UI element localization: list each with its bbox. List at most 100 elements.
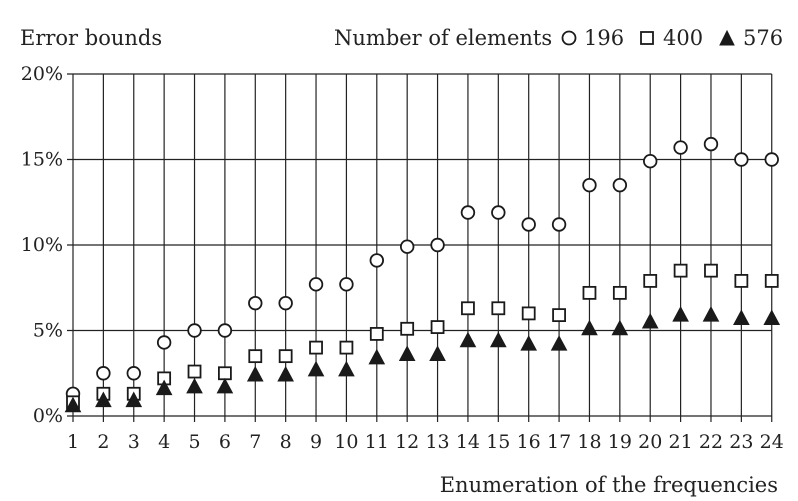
point-400-10 [339, 340, 354, 355]
point-196-9 [308, 277, 324, 292]
point-196-8 [278, 295, 293, 311]
y-tick-label: 20% [21, 63, 63, 85]
point-576-19 [611, 319, 629, 336]
point-400-12 [400, 321, 415, 336]
point-400-21 [673, 263, 688, 278]
x-tick-label: 20 [638, 431, 662, 453]
point-576-5 [186, 377, 203, 394]
y-axis-title: Error bounds [20, 26, 162, 50]
legend-marker-196 [561, 30, 577, 46]
x-tick-label: 3 [128, 431, 140, 453]
point-400-18 [582, 285, 597, 300]
point-196-6 [217, 323, 233, 338]
point-576-7 [246, 365, 264, 382]
x-tick-label: 11 [365, 431, 389, 453]
point-400-17 [552, 308, 566, 323]
point-400-7 [248, 349, 263, 364]
x-tick-label: 5 [188, 431, 200, 453]
legend-label-400: 400 [663, 26, 703, 50]
x-tick-label: 2 [97, 431, 109, 453]
x-tick-labels: 1 2 3 4 5 6 7 8 9 10 11 12 13 14 15 16 17 18 19 20 21 22 23 24 [67, 431, 784, 453]
point-400-9 [309, 340, 323, 355]
point-576-17 [550, 335, 568, 351]
point-400-11 [369, 327, 384, 341]
x-tick-label: 13 [425, 431, 449, 453]
point-576-16 [520, 335, 538, 351]
point-400-13 [430, 320, 445, 334]
x-tick-label: 16 [517, 431, 541, 453]
point-196-13 [430, 237, 445, 253]
point-400-5 [187, 364, 202, 379]
x-tick-label: 9 [310, 431, 322, 453]
legend-label-576: 576 [743, 26, 783, 50]
point-400-15 [491, 301, 506, 316]
x-tick-label: 21 [669, 431, 693, 453]
x-tick-label: 18 [577, 431, 601, 453]
point-196-11 [369, 253, 385, 268]
x-tick-label: 1 [67, 431, 79, 453]
point-576-23 [733, 309, 750, 326]
point-196-19 [612, 177, 628, 193]
point-576-1 [64, 396, 82, 413]
point-400-19 [612, 285, 627, 300]
point-400-22 [704, 263, 718, 278]
point-196-17 [551, 217, 567, 232]
point-196-16 [521, 217, 536, 232]
point-576-14 [459, 331, 477, 348]
point-400-8 [278, 349, 293, 364]
point-576-2 [95, 391, 112, 408]
point-196-3 [126, 366, 141, 381]
point-400-6 [217, 366, 232, 381]
legend-title: Number of elements [334, 26, 552, 50]
point-400-14 [461, 301, 475, 316]
point-576-21 [672, 306, 689, 322]
point-576-20 [641, 312, 659, 329]
x-tick-label: 23 [729, 431, 753, 453]
x-tick-label: 14 [456, 431, 480, 453]
point-196-12 [399, 239, 415, 254]
point-576-18 [581, 319, 598, 336]
x-tick-label: 4 [158, 431, 170, 453]
point-400-24 [764, 274, 779, 288]
point-576-12 [398, 345, 416, 361]
y-tick-label: 15% [21, 149, 63, 171]
point-576-13 [429, 345, 446, 361]
x-tick-label: 8 [280, 431, 292, 453]
point-576-9 [307, 360, 325, 377]
point-576-4 [155, 379, 173, 396]
x-tick-label: 12 [395, 431, 419, 453]
x-tick-label: 24 [760, 431, 784, 453]
point-576-22 [702, 306, 720, 322]
point-576-10 [338, 360, 355, 377]
point-196-20 [643, 154, 658, 169]
x-tick-label: 22 [699, 431, 723, 453]
x-tick-label: 17 [547, 431, 571, 453]
point-400-20 [643, 274, 658, 288]
point-400-16 [521, 306, 536, 321]
legend: Number of elements 196 400 576 [334, 26, 783, 50]
x-tick-label: 6 [219, 431, 231, 453]
x-axis-title: Enumeration of the frequencies [440, 473, 778, 497]
point-576-15 [489, 331, 507, 348]
point-196-14 [460, 205, 476, 220]
point-196-21 [673, 140, 688, 155]
point-576-11 [368, 348, 386, 365]
point-196-7 [248, 295, 263, 311]
data-points [64, 136, 781, 413]
point-576-24 [763, 309, 781, 326]
point-576-6 [216, 377, 234, 394]
legend-marker-400 [640, 31, 654, 45]
x-tick-label: 10 [334, 431, 358, 453]
x-tick-label: 7 [249, 431, 261, 453]
y-tick-label: 10% [21, 234, 63, 256]
grid [67, 73, 773, 422]
point-196-22 [703, 136, 719, 152]
point-196-10 [339, 277, 354, 292]
x-tick-label: 19 [608, 431, 632, 453]
point-196-5 [187, 323, 202, 338]
x-tick-label: 15 [486, 431, 510, 453]
point-196-24 [764, 152, 779, 167]
point-400-23 [734, 274, 749, 288]
y-tick-label: 5% [33, 320, 63, 342]
